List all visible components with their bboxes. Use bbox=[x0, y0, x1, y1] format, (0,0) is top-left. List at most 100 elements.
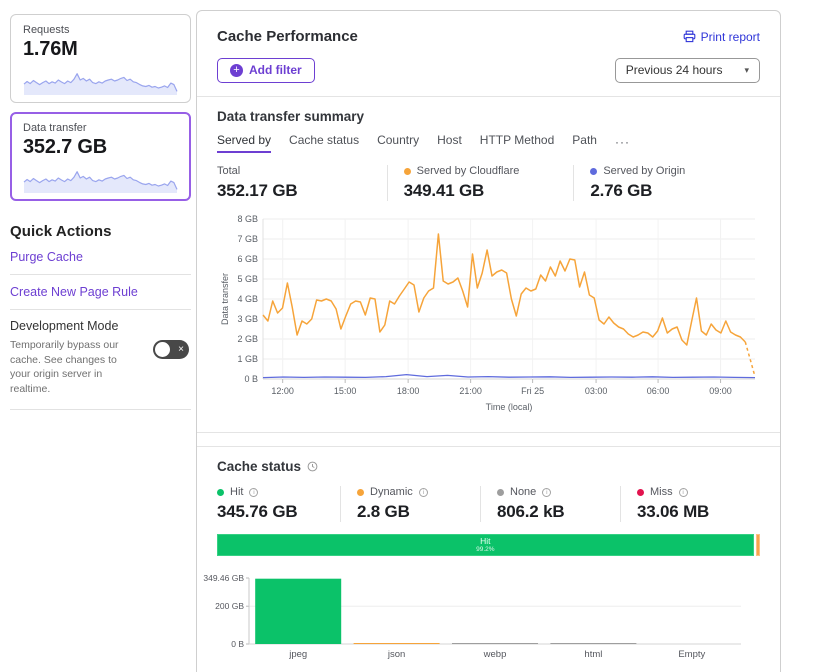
stat-origin-value: 2.76 GB bbox=[590, 181, 653, 200]
stat-miss-label: Miss bbox=[650, 486, 673, 498]
svg-text:09:00: 09:00 bbox=[709, 386, 732, 396]
stat-miss: Miss i 33.06 MB bbox=[620, 486, 760, 522]
development-mode-block: Development Mode Temporarily bypass our … bbox=[10, 310, 191, 410]
time-range-select[interactable]: Previous 24 hours ▾ bbox=[614, 58, 760, 83]
cache-status-stacked-bar: Hit 99.2% bbox=[217, 534, 760, 556]
hit-bar-segment[interactable]: Hit 99.2% bbox=[217, 534, 754, 556]
info-icon[interactable]: i bbox=[418, 487, 428, 497]
cache-status-stats-row: Hit i 345.76 GB Dynamic i 2.8 GB bbox=[217, 486, 760, 522]
svg-text:jpeg: jpeg bbox=[288, 649, 307, 660]
none-dot-icon bbox=[497, 488, 504, 496]
tab-path[interactable]: Path bbox=[572, 133, 597, 147]
served-by-stats-row: Total 352.17 GB Served by Cloudflare 349… bbox=[217, 165, 760, 201]
cache-performance-panel: Cache Performance Print report + Add fil… bbox=[196, 10, 781, 672]
svg-text:21:00: 21:00 bbox=[459, 386, 482, 396]
cache-status-section: Cache status Hit i 345.76 GB bbox=[197, 446, 780, 672]
stat-served-by-origin: Served by Origin 2.76 GB bbox=[573, 165, 760, 201]
data-transfer-card-value: 352.7 GB bbox=[23, 136, 108, 158]
stat-none-label: None bbox=[510, 486, 537, 498]
svg-text:7 GB: 7 GB bbox=[237, 234, 258, 244]
cloudflare-series-dot-icon bbox=[403, 167, 411, 175]
stat-cloudflare-value: 349.41 GB bbox=[403, 181, 485, 200]
svg-text:json: json bbox=[387, 649, 405, 660]
stat-none-value: 806.2 kB bbox=[497, 502, 565, 521]
svg-text:html: html bbox=[584, 649, 602, 660]
more-tabs-icon[interactable]: ··· bbox=[614, 135, 630, 149]
origin-series-dot-icon bbox=[590, 167, 598, 175]
cache-status-title: Cache status bbox=[217, 459, 302, 474]
stat-miss-value: 33.06 MB bbox=[637, 502, 710, 521]
svg-text:1 GB: 1 GB bbox=[237, 354, 258, 364]
miss-dot-icon bbox=[637, 488, 644, 496]
svg-text:06:00: 06:00 bbox=[647, 386, 670, 396]
quick-actions-title: Quick Actions bbox=[10, 223, 112, 240]
time-range-value: Previous 24 hours bbox=[625, 63, 723, 77]
development-mode-toggle[interactable]: × bbox=[153, 340, 189, 359]
svg-text:18:00: 18:00 bbox=[397, 386, 420, 396]
svg-text:2 GB: 2 GB bbox=[237, 334, 258, 344]
info-icon[interactable]: i bbox=[249, 487, 259, 497]
svg-text:3 GB: 3 GB bbox=[237, 314, 258, 324]
stat-dynamic-label: Dynamic bbox=[370, 486, 413, 498]
tab-cache-status[interactable]: Cache status bbox=[289, 133, 360, 147]
svg-text:Fri 25: Fri 25 bbox=[521, 386, 544, 396]
info-icon[interactable]: i bbox=[542, 487, 552, 497]
data-transfer-summary-title: Data transfer summary bbox=[217, 109, 365, 124]
hit-dot-icon bbox=[217, 488, 224, 496]
stat-hit-value: 345.76 GB bbox=[217, 502, 298, 521]
print-report-link[interactable]: Print report bbox=[683, 30, 760, 44]
data-transfer-line-chart: 0 B 1 GB 2 GB 3 GB 4 GB 5 GB 6 GB 7 GB 8 GB 12:00… bbox=[220, 214, 756, 412]
toggle-off-x-icon: × bbox=[178, 343, 184, 355]
stat-total-label: Total bbox=[217, 165, 241, 177]
development-mode-description: Temporarily bypass our cache. See change… bbox=[10, 339, 119, 396]
tab-http-method[interactable]: HTTP Method bbox=[479, 133, 555, 147]
tab-served-by[interactable]: Served by bbox=[217, 133, 272, 153]
svg-text:8 GB: 8 GB bbox=[237, 214, 258, 224]
create-page-rule-link[interactable]: Create New Page Rule bbox=[10, 275, 191, 310]
plus-circle-icon: + bbox=[230, 63, 243, 77]
development-mode-title: Development Mode bbox=[10, 319, 119, 333]
tab-host[interactable]: Host bbox=[437, 133, 462, 147]
print-report-label: Print report bbox=[700, 29, 760, 44]
svg-text:03:00: 03:00 bbox=[585, 386, 608, 396]
requests-metric-card[interactable]: Requests 1.76M bbox=[10, 14, 191, 103]
content-type-bar-chart: 349.46 GB 200 GB 0 B jpeg json webp html Empty bbox=[203, 573, 741, 660]
add-filter-label: Add filter bbox=[249, 63, 302, 77]
tab-country[interactable]: Country bbox=[377, 133, 420, 147]
svg-text:0 B: 0 B bbox=[231, 639, 244, 649]
stat-hit-label: Hit bbox=[230, 486, 244, 498]
info-icon[interactable]: i bbox=[678, 487, 688, 497]
dynamic-dot-icon bbox=[357, 488, 364, 496]
svg-text:6 GB: 6 GB bbox=[237, 254, 258, 264]
stat-cloudflare-label: Served by Cloudflare bbox=[416, 165, 520, 177]
requests-card-value: 1.76M bbox=[23, 38, 78, 60]
stat-served-by-cloudflare: Served by Cloudflare 349.41 GB bbox=[386, 165, 574, 201]
svg-text:webp: webp bbox=[483, 649, 507, 660]
data-transfer-card-label: Data transfer bbox=[23, 122, 87, 134]
dynamic-bar-segment[interactable] bbox=[755, 534, 760, 556]
stat-total: Total 352.17 GB bbox=[217, 165, 387, 201]
purge-cache-link[interactable]: Purge Cache bbox=[10, 240, 191, 275]
svg-text:0 B: 0 B bbox=[244, 374, 258, 384]
svg-text:4 GB: 4 GB bbox=[237, 294, 258, 304]
data-transfer-metric-card[interactable]: Data transfer 352.7 GB bbox=[10, 112, 191, 201]
add-filter-button[interactable]: + Add filter bbox=[217, 58, 315, 83]
page-title: Cache Performance bbox=[217, 28, 358, 45]
stat-hit: Hit i 345.76 GB bbox=[217, 486, 340, 522]
hit-segment-percent: 99.2% bbox=[476, 545, 495, 553]
stat-origin-label: Served by Origin bbox=[603, 165, 686, 177]
svg-text:Time (local): Time (local) bbox=[486, 402, 533, 412]
dimension-tabs: Served by Cache status Country Host HTTP… bbox=[217, 133, 760, 153]
stat-dynamic: Dynamic i 2.8 GB bbox=[340, 486, 480, 522]
requests-sparkline-chart bbox=[23, 73, 178, 95]
svg-text:15:00: 15:00 bbox=[334, 386, 357, 396]
data-transfer-sparkline-chart bbox=[23, 171, 178, 193]
svg-text:Data transfer: Data transfer bbox=[220, 273, 230, 325]
stat-dynamic-value: 2.8 GB bbox=[357, 502, 410, 521]
stat-none: None i 806.2 kB bbox=[480, 486, 620, 522]
printer-icon bbox=[683, 30, 695, 43]
svg-text:5 GB: 5 GB bbox=[237, 274, 258, 284]
chevron-down-icon: ▾ bbox=[744, 64, 749, 75]
svg-text:Empty: Empty bbox=[678, 649, 705, 660]
